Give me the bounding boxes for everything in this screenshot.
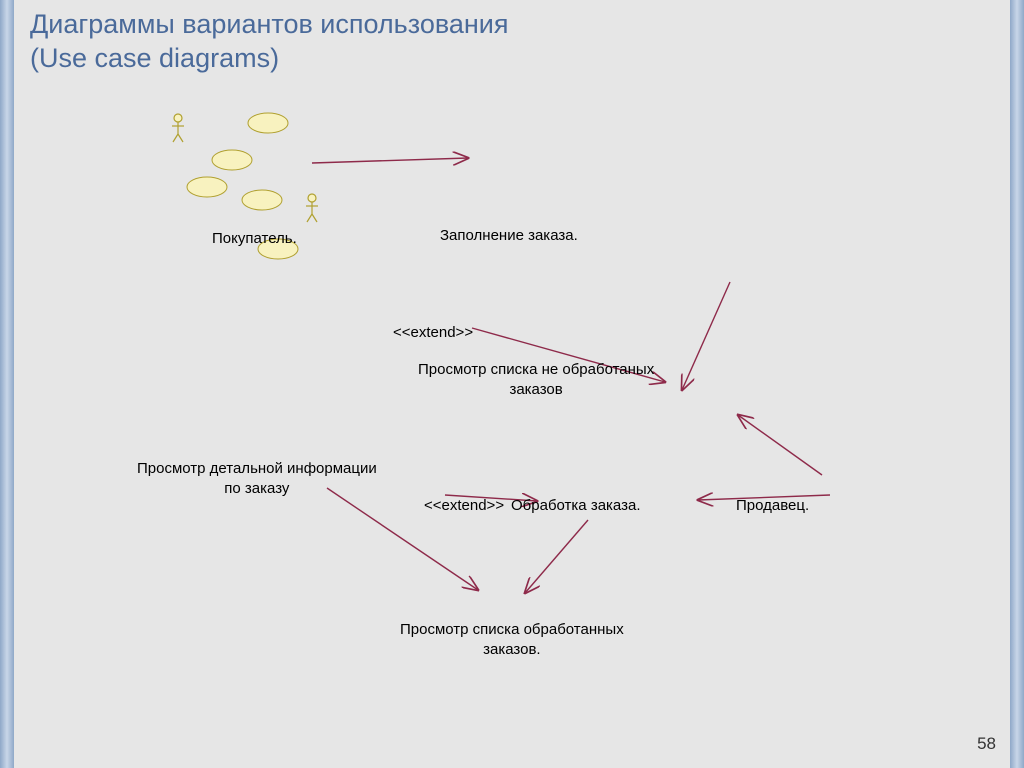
usecase-ellipse [212, 150, 252, 170]
side-bar-right [1010, 0, 1024, 768]
usecase-ellipse [187, 177, 227, 197]
title-line1: Диаграммы вариантов использования [30, 9, 509, 39]
label-processed: Просмотр списка обработанных заказов. [400, 620, 624, 661]
label-seller: Продавец. [736, 497, 809, 514]
slide-title: Диаграммы вариантов использования (Use c… [30, 8, 509, 76]
actor-icon [172, 114, 184, 142]
label-extend2: <<extend>> [424, 497, 504, 514]
arrow [738, 415, 822, 475]
slide: Диаграммы вариантов использования (Use c… [0, 0, 1024, 768]
label-process: Обработка заказа. [511, 497, 641, 514]
page-number: 58 [977, 734, 996, 754]
label-fill-order: Заполнение заказа. [440, 227, 578, 244]
arrow [682, 282, 730, 390]
title-line2: (Use case diagrams) [30, 43, 279, 73]
arrow [525, 520, 588, 593]
label-unprocessed: Просмотр списка не обработаных заказов [418, 360, 654, 401]
label-extend1: <<extend>> [393, 324, 473, 341]
usecase-ellipse [242, 190, 282, 210]
usecase-ellipse [248, 113, 288, 133]
label-buyer: Покупатель. [212, 230, 297, 247]
arrow [312, 158, 468, 163]
actor-icon [306, 194, 318, 222]
label-detail: Просмотр детальной информации по заказу [137, 459, 377, 500]
side-bar-left [0, 0, 14, 768]
